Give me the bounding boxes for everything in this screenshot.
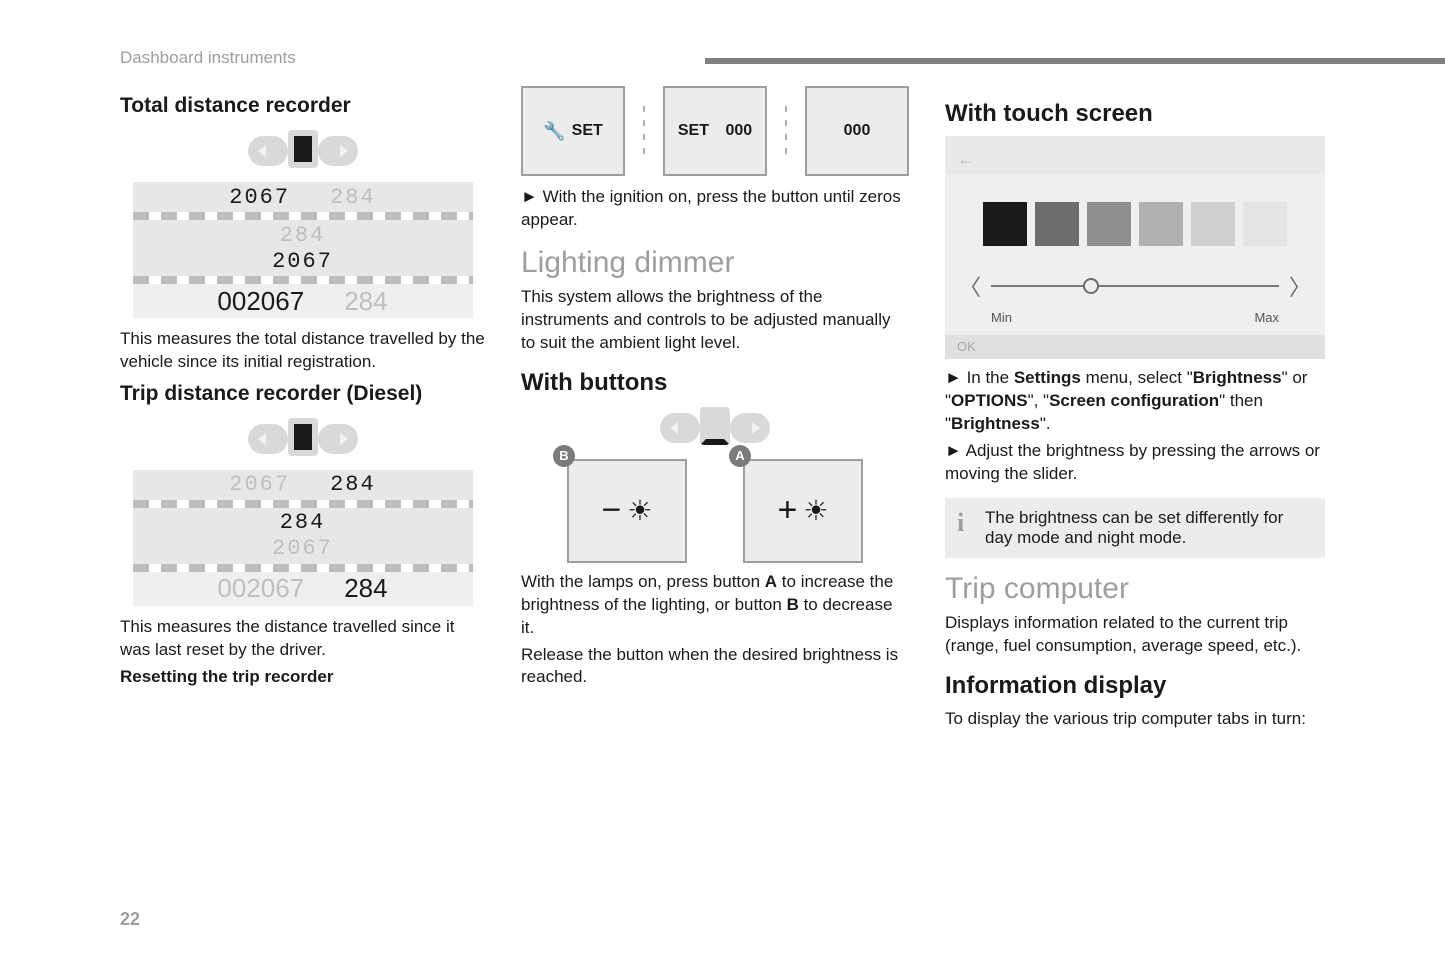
- wrench-icon: 🔧: [543, 121, 565, 142]
- manual-page: Dashboard instruments Total distance rec…: [0, 0, 1445, 964]
- odo-value: 284: [344, 573, 387, 604]
- badge-a: A: [729, 445, 751, 467]
- cluster-icon: [248, 416, 358, 462]
- instruction-step: With the ignition on, press the button u…: [521, 186, 909, 232]
- info-text: The brightness can be set differently fo…: [985, 508, 1283, 547]
- odometer-total: 2067284 284 2067 002067284: [133, 128, 473, 318]
- cluster-icon: [248, 128, 358, 174]
- badge-b: B: [553, 445, 575, 467]
- instruction-step: In the Settings menu, select "Brightness…: [945, 367, 1325, 436]
- heading-total-recorder: Total distance recorder: [120, 94, 485, 118]
- brightness-swatch: [1243, 202, 1287, 246]
- chevron-left-icon: 〈: [959, 270, 981, 302]
- set-button-000: 000: [805, 86, 909, 176]
- slider-min-label: Min: [991, 310, 1012, 325]
- body-text: This system allows the brightness of the…: [521, 286, 909, 355]
- button-label: 000: [844, 122, 871, 140]
- brightness-swatch: [1035, 202, 1079, 246]
- set-button-row: 🔧 SET SET 000 000: [521, 86, 909, 176]
- heading-info-display: Information display: [945, 672, 1325, 700]
- minus-icon: −: [602, 491, 622, 530]
- odo-value: 284: [330, 472, 376, 497]
- brightness-swatch: [1191, 202, 1235, 246]
- odo-value: 002067: [217, 573, 304, 604]
- info-icon: i: [957, 508, 964, 538]
- body-text: This measures the distance travelled sin…: [120, 616, 485, 662]
- slider-max-label: Max: [1254, 310, 1279, 325]
- slider-knob: [1083, 278, 1099, 294]
- body-text: Displays information related to the curr…: [945, 612, 1325, 658]
- touchscreen-mock: ← 〈 〉 Min Max OK: [945, 136, 1325, 359]
- heading-with-buttons: With buttons: [521, 369, 909, 397]
- sun-icon: ☀: [803, 494, 828, 527]
- brightness-increase-button: A +☀: [743, 459, 863, 563]
- body-text: This measures the total distance travell…: [120, 328, 485, 374]
- ok-label: OK: [945, 335, 1325, 359]
- brightness-swatches: [945, 174, 1325, 264]
- button-label: 000: [725, 122, 752, 140]
- sun-icon: ☀: [627, 494, 652, 527]
- odo-value: 002067: [217, 286, 304, 317]
- set-button-wrench: 🔧 SET: [521, 86, 625, 176]
- brightness-swatch: [1139, 202, 1183, 246]
- body-text: With the lamps on, press button A to inc…: [521, 571, 909, 640]
- heading-trip-recorder: Trip distance recorder (Diesel): [120, 382, 485, 406]
- odo-value: 2067: [229, 185, 290, 210]
- column-3: With touch screen ← 〈 〉 Min Max OK In the…: [945, 86, 1325, 735]
- odometer-trip: 2067284 284 2067 002067284: [133, 416, 473, 606]
- button-label: SET: [678, 122, 709, 140]
- odo-value: 2067: [272, 249, 333, 274]
- heading-with-touch: With touch screen: [945, 100, 1325, 128]
- column-1: Total distance recorder 2067284 284 2067…: [120, 86, 485, 735]
- cluster-icon: [660, 405, 770, 451]
- odo-value: 284: [280, 510, 326, 535]
- brightness-swatch: [983, 202, 1027, 246]
- odo-value: 284: [344, 286, 387, 317]
- set-button-set000: SET 000: [663, 86, 767, 176]
- brightness-swatch: [1087, 202, 1131, 246]
- chevron-right-icon: 〉: [1289, 270, 1311, 302]
- button-label: SET: [572, 122, 603, 140]
- back-icon: ←: [957, 149, 975, 170]
- brightness-slider: 〈 〉: [945, 264, 1325, 310]
- brightness-decrease-button: B −☀: [567, 459, 687, 563]
- body-text: To display the various trip computer tab…: [945, 708, 1325, 731]
- odo-value: 2067: [272, 536, 333, 561]
- page-number: 22: [120, 909, 140, 930]
- plus-icon: +: [778, 491, 798, 530]
- odo-value: 284: [330, 185, 376, 210]
- body-text: Release the button when the desired brig…: [521, 644, 909, 690]
- info-box: i The brightness can be set differently …: [945, 498, 1325, 558]
- instruction-step: Adjust the brightness by pressing the ar…: [945, 440, 1325, 486]
- column-2: 🔧 SET SET 000 000 With the ignition on, p…: [521, 86, 909, 735]
- header-rule: [705, 58, 1445, 64]
- section-trip-computer: Trip computer: [945, 572, 1325, 606]
- odo-value: 284: [280, 223, 326, 248]
- odo-value: 2067: [229, 472, 290, 497]
- section-lighting-dimmer: Lighting dimmer: [521, 246, 909, 280]
- subheading-reset: Resetting the trip recorder: [120, 666, 485, 689]
